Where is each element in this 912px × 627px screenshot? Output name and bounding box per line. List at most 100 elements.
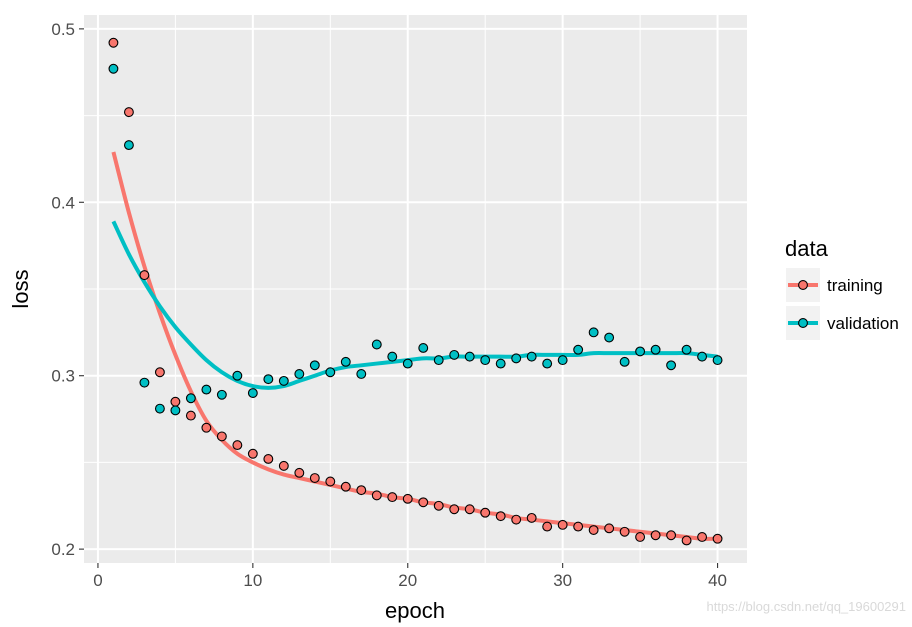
validation-smooth-line — [111, 220, 718, 390]
training-point — [154, 367, 165, 378]
training-point — [604, 523, 615, 534]
training-point — [573, 521, 584, 532]
validation-point — [356, 369, 367, 379]
legend-label-validation: validation — [827, 314, 899, 333]
validation-point — [573, 344, 584, 355]
legend-item-validation: validation — [786, 306, 899, 340]
validation-point — [712, 355, 723, 366]
training-point — [433, 500, 444, 511]
training-point — [387, 492, 398, 503]
validation-point — [201, 384, 212, 395]
training-point — [697, 532, 708, 542]
y-tick-label: 0.4 — [51, 193, 75, 212]
legend-key-point — [798, 280, 808, 290]
validation-point — [263, 374, 274, 385]
training-point — [247, 448, 258, 459]
training-point — [123, 107, 134, 118]
validation-point — [666, 360, 677, 371]
training-point — [542, 521, 553, 532]
training-point — [309, 473, 320, 483]
validation-point — [185, 393, 196, 404]
y-tick-label: 0.3 — [51, 367, 75, 386]
legend-item-training: training — [786, 268, 883, 302]
x-axis-title: epoch — [385, 598, 445, 623]
validation-point — [495, 358, 506, 369]
validation-point — [123, 140, 134, 151]
validation-point — [619, 356, 630, 367]
validation-point — [480, 355, 491, 366]
validation-point — [402, 358, 413, 369]
training-point — [294, 467, 305, 478]
training-point — [325, 476, 336, 487]
x-tick-label: 30 — [553, 571, 572, 590]
legend-items: training validation — [786, 268, 899, 340]
validation-point — [139, 377, 150, 388]
validation-point — [697, 351, 708, 362]
legend-title: data — [785, 236, 829, 261]
validation-point — [588, 327, 599, 338]
validation-point — [681, 344, 692, 355]
training-point — [340, 481, 351, 492]
training-point — [418, 497, 429, 508]
x-tick-label: 10 — [243, 571, 262, 590]
watermark-text: https://blog.csdn.net/qq_19600291 — [707, 599, 907, 614]
training-point — [712, 533, 723, 544]
training-point — [278, 460, 289, 471]
validation-point — [247, 388, 258, 399]
validation-point — [557, 355, 568, 366]
validation-point — [170, 405, 181, 416]
training-point — [526, 512, 537, 523]
training-point — [139, 270, 150, 281]
training-point — [681, 535, 692, 546]
data-points — [108, 37, 723, 546]
minor-gridlines — [84, 15, 747, 563]
training-point — [371, 490, 382, 501]
training-point — [557, 519, 568, 530]
smooth-lines — [111, 151, 718, 541]
training-point — [480, 507, 491, 518]
training-point — [635, 532, 646, 542]
validation-point — [604, 332, 615, 343]
validation-point — [294, 369, 305, 379]
training-point — [170, 396, 181, 407]
training-point — [495, 511, 506, 522]
training-point — [619, 526, 630, 537]
training-point — [232, 440, 243, 451]
validation-point — [325, 367, 336, 378]
major-gridlines — [84, 15, 747, 563]
validation-point — [154, 403, 165, 414]
validation-point — [511, 353, 522, 364]
training-point — [666, 530, 677, 541]
validation-point — [635, 346, 646, 357]
validation-point — [650, 344, 661, 355]
y-axis-title: loss — [8, 269, 33, 308]
validation-point — [464, 351, 475, 362]
legend-label-training: training — [827, 276, 883, 295]
x-tick-label: 40 — [708, 571, 727, 590]
validation-point — [309, 360, 320, 371]
axis-ticks — [79, 28, 719, 568]
x-tick-labels: 0 10 20 30 40 — [93, 571, 727, 590]
training-point — [263, 453, 274, 464]
x-tick-label: 20 — [398, 571, 417, 590]
validation-point — [542, 358, 553, 369]
training-point — [216, 431, 227, 442]
training-point — [356, 485, 367, 496]
training-point — [464, 504, 475, 515]
y-tick-labels: 0.2 0.3 0.4 0.5 — [51, 20, 75, 559]
training-point — [650, 530, 661, 541]
training-point — [588, 525, 599, 536]
validation-point — [449, 349, 460, 360]
validation-point — [108, 63, 119, 74]
training-point — [108, 37, 119, 48]
y-tick-label: 0.2 — [51, 540, 75, 559]
training-point — [201, 422, 212, 433]
training-point — [449, 504, 460, 515]
validation-point — [216, 389, 227, 400]
training-point — [511, 514, 522, 525]
validation-point — [232, 370, 243, 381]
validation-point — [387, 351, 398, 362]
y-tick-label: 0.5 — [51, 20, 75, 39]
